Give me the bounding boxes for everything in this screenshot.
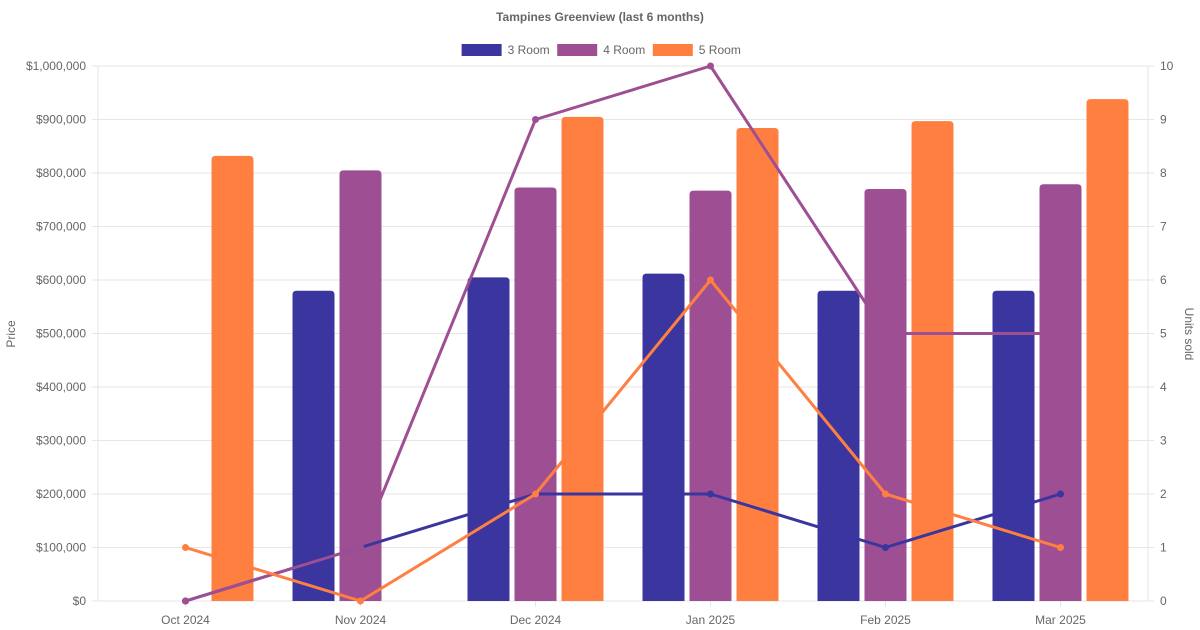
y-left-tick-label: $400,000 bbox=[36, 380, 86, 394]
y-right-tick-label: 10 bbox=[1160, 59, 1174, 73]
line-point bbox=[882, 490, 889, 498]
line-point bbox=[707, 490, 714, 498]
legend-item[interactable]: 5 Room bbox=[652, 43, 741, 57]
y-left-tick-label: $700,000 bbox=[36, 220, 86, 234]
x-tick-label: Nov 2024 bbox=[335, 613, 387, 627]
legend-item[interactable]: 4 Room bbox=[557, 43, 645, 57]
legend-label: 4 Room bbox=[603, 43, 645, 57]
legend[interactable]: 3 Room 4 Room 5 Room bbox=[461, 43, 741, 57]
y-right-tick-label: 0 bbox=[1160, 594, 1167, 608]
series-line bbox=[185, 278, 1061, 603]
y-right-tick-label: 7 bbox=[1160, 220, 1167, 234]
x-tick-label: Feb 2025 bbox=[860, 613, 911, 627]
bar bbox=[817, 290, 860, 601]
y-right-tick-label: 2 bbox=[1160, 487, 1167, 501]
legend-swatch bbox=[461, 44, 502, 56]
line-point bbox=[882, 330, 889, 337]
y-right-tick-label: 9 bbox=[1160, 113, 1167, 127]
line-point bbox=[357, 544, 364, 551]
y-right-tick-label: 8 bbox=[1160, 166, 1167, 180]
y-right-tick-label: 1 bbox=[1160, 541, 1167, 555]
y-axis-left-ticks: $0 $100,000 $200,000 $300,000 $400,000 $500,0… bbox=[26, 59, 86, 608]
y-left-tick-label: $500,000 bbox=[36, 327, 86, 341]
bar bbox=[1039, 184, 1082, 602]
bar bbox=[514, 187, 557, 601]
x-axis-ticks: Oct 2024 Nov 2024 Dec 2024 Jan 2025 Feb 2025… bbox=[161, 613, 1086, 627]
bar bbox=[339, 170, 382, 601]
line-point bbox=[707, 276, 714, 284]
bar bbox=[1086, 99, 1129, 602]
bar bbox=[292, 290, 335, 601]
y-left-tick-label: $900,000 bbox=[36, 113, 86, 127]
y-right-tick-label: 4 bbox=[1160, 380, 1167, 394]
bar bbox=[689, 190, 732, 601]
bar bbox=[561, 116, 604, 601]
legend-label: 5 Room bbox=[699, 43, 741, 57]
legend-label: 3 Room bbox=[508, 43, 550, 57]
x-tick-label: Dec 2024 bbox=[510, 613, 562, 627]
y-right-tick-label: 3 bbox=[1160, 434, 1167, 448]
x-tick-label: Jan 2025 bbox=[686, 613, 736, 627]
line-point bbox=[1057, 490, 1064, 498]
bar bbox=[992, 290, 1035, 601]
legend-swatch bbox=[557, 44, 598, 56]
y-left-tick-label: $0 bbox=[73, 594, 87, 608]
line-point bbox=[532, 490, 539, 498]
bars bbox=[211, 99, 1129, 602]
y-axis-left-title: Price bbox=[4, 320, 18, 348]
y-axis-right-title: Units sold bbox=[1182, 308, 1196, 361]
bar bbox=[642, 273, 685, 601]
series-line bbox=[185, 64, 1061, 603]
y-axis-right-ticks: 0 1 2 3 4 5 6 7 8 9 10 bbox=[1160, 59, 1174, 608]
lines bbox=[182, 62, 1064, 605]
legend-item[interactable]: 3 Room bbox=[461, 43, 550, 57]
line-point bbox=[182, 544, 189, 551]
x-tick-label: Mar 2025 bbox=[1035, 613, 1086, 627]
line-point bbox=[882, 544, 889, 551]
y-left-tick-label: $200,000 bbox=[36, 487, 86, 501]
x-tick-label: Oct 2024 bbox=[161, 613, 210, 627]
y-left-tick-label: $600,000 bbox=[36, 273, 86, 287]
y-left-tick-label: $1,000,000 bbox=[26, 59, 86, 73]
bar bbox=[736, 128, 779, 601]
bar bbox=[467, 277, 510, 601]
y-right-tick-label: 5 bbox=[1160, 327, 1167, 341]
y-right-tick-label: 6 bbox=[1160, 273, 1167, 287]
y-left-tick-label: $800,000 bbox=[36, 166, 86, 180]
bar bbox=[864, 189, 907, 602]
line-point bbox=[357, 597, 364, 605]
line-point bbox=[1057, 330, 1064, 337]
line-point bbox=[532, 116, 539, 123]
line-point bbox=[707, 62, 714, 70]
y-left-tick-label: $300,000 bbox=[36, 434, 86, 448]
chart-title: Tampines Greenview (last 6 months) bbox=[496, 10, 704, 24]
legend-swatch bbox=[652, 44, 693, 56]
line-point bbox=[1057, 544, 1064, 551]
line-point bbox=[182, 597, 189, 605]
y-left-tick-label: $100,000 bbox=[36, 541, 86, 555]
bar bbox=[211, 155, 254, 601]
bar bbox=[911, 121, 954, 601]
